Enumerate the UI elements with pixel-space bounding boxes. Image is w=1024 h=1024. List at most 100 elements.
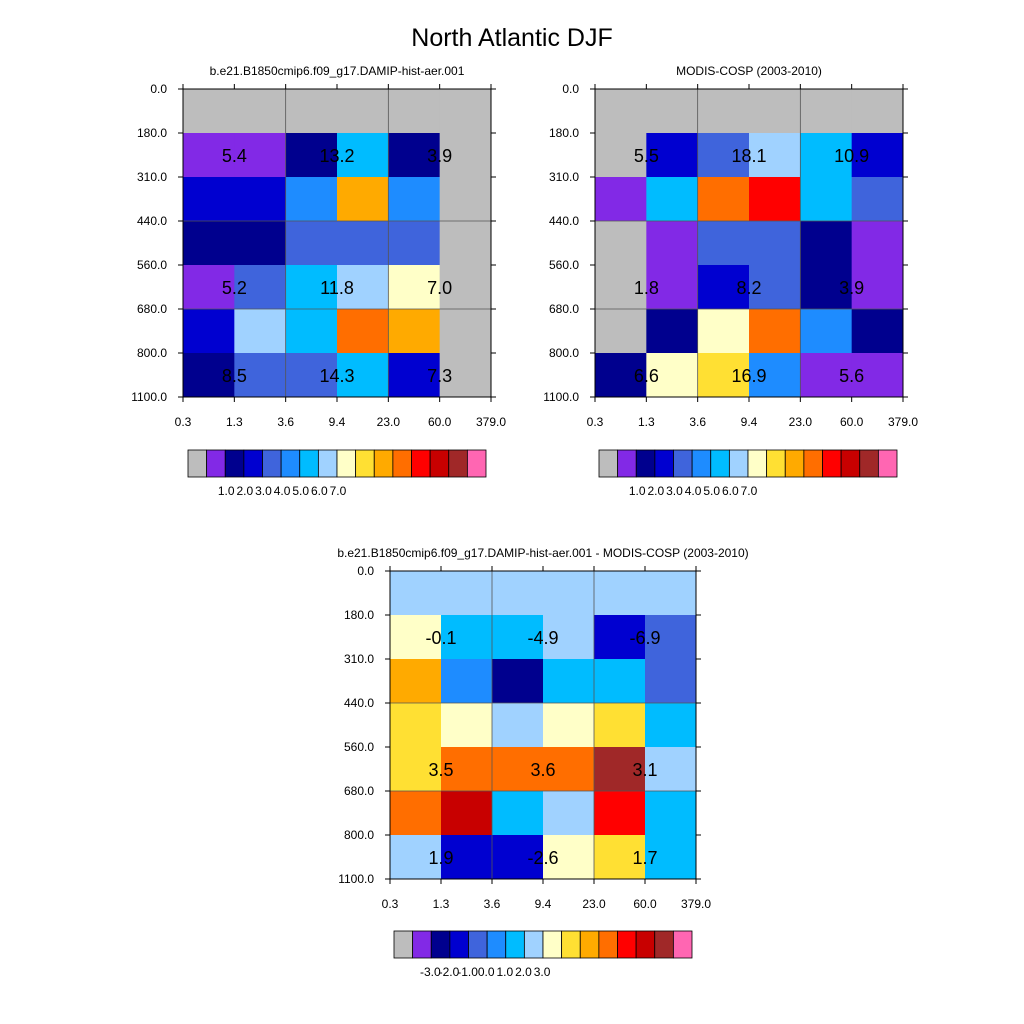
heatmap-cell <box>492 615 544 660</box>
y-tick-label: 1100.0 <box>131 390 167 404</box>
x-tick-label: 0.3 <box>175 415 192 429</box>
heatmap-cell <box>390 747 442 792</box>
data-label: 7.3 <box>427 366 452 386</box>
heatmap-cell <box>594 703 646 748</box>
heatmap-cell <box>183 177 235 222</box>
y-tick-label: 560.0 <box>344 740 374 754</box>
heatmap-cell <box>800 221 853 266</box>
colorbar-label: 2.0 <box>236 484 253 498</box>
colorbar-swatch <box>635 449 656 478</box>
colorbar-swatch <box>187 449 208 478</box>
data-label: 16.9 <box>731 366 766 386</box>
colorbar-swatch <box>468 930 488 959</box>
panels: b.e21.B1850cmip6.f09_g17.DAMIP-hist-aer.… <box>131 64 918 979</box>
heatmap-cell <box>234 133 287 178</box>
y-tick-label: 1100.0 <box>543 390 579 404</box>
colorbar-swatch <box>673 449 693 478</box>
colorbar-swatch <box>206 449 226 478</box>
heatmap-cell <box>697 265 750 310</box>
x-tick-label: 1.3 <box>226 415 243 429</box>
heatmap-cell <box>800 89 853 134</box>
x-tick-label: 60.0 <box>840 415 864 429</box>
colorbar-swatch <box>243 449 263 478</box>
colorbar-swatch <box>448 449 468 478</box>
heatmap-cell <box>337 309 389 354</box>
colorbar-label: 5.0 <box>703 484 720 498</box>
y-tick-label: 0.0 <box>150 82 167 96</box>
x-tick-label: 3.6 <box>484 897 501 911</box>
colorbar-swatch <box>224 449 245 478</box>
colorbar-label: 2.0 <box>647 484 664 498</box>
heatmap-cell <box>697 221 750 266</box>
colorbar-swatch <box>449 930 469 959</box>
heatmap-cell <box>594 835 646 880</box>
heatmap-panel: b.e21.B1850cmip6.f09_g17.DAMIP-hist-aer.… <box>337 546 748 979</box>
heatmap-cell <box>697 177 750 222</box>
heatmap-cell <box>234 265 287 310</box>
colorbar-label: 3.0 <box>666 484 683 498</box>
heatmap-cell <box>234 177 287 222</box>
heatmap-cell <box>595 221 647 266</box>
heatmap-panel: b.e21.B1850cmip6.f09_g17.DAMIP-hist-aer.… <box>131 64 506 498</box>
heatmap-cell <box>285 309 338 354</box>
y-tick-label: 800.0 <box>137 346 167 360</box>
heatmap-cell <box>543 791 595 836</box>
heatmap-cell <box>492 659 544 704</box>
heatmap-cell <box>441 571 493 616</box>
heatmap-cell <box>337 265 389 310</box>
heatmap-cell <box>492 835 544 880</box>
colorbar-swatch <box>466 449 487 478</box>
x-tick-label: 379.0 <box>476 415 506 429</box>
heatmap-cell <box>390 659 442 704</box>
colorbar-swatch <box>523 930 544 959</box>
heatmap-cell <box>594 659 646 704</box>
heatmap-panel: MODIS-COSP (2003-2010) 0.0 180.0 310.0 440.0… <box>543 64 918 498</box>
heatmap-cell <box>749 309 801 354</box>
colorbar: 1.0 2.0 3.0 4.0 5.0 6.0 7.0 <box>598 449 898 498</box>
heatmap-cell <box>697 89 750 134</box>
data-label: 5.4 <box>222 146 247 166</box>
colorbar-swatch <box>393 930 414 959</box>
heatmap-cell <box>800 133 853 178</box>
colorbar-swatch <box>429 449 450 478</box>
y-tick-label: 180.0 <box>549 126 579 140</box>
colorbar-swatch <box>579 930 600 959</box>
heatmap-cell <box>388 133 441 178</box>
heatmap-cell <box>390 571 442 616</box>
heatmap-cell <box>749 265 801 310</box>
heatmap-cell <box>749 221 801 266</box>
data-label: 5.5 <box>634 146 659 166</box>
heatmap-cell <box>441 747 493 792</box>
heatmap-cell <box>492 703 544 748</box>
heatmap-cell <box>441 791 493 836</box>
heatmap-cell <box>388 221 441 266</box>
heatmap-cell <box>439 221 492 266</box>
x-tick-label: 9.4 <box>329 415 346 429</box>
heatmap-cell <box>851 265 904 310</box>
heatmap-cell <box>645 659 697 704</box>
colorbar-swatch <box>505 930 525 959</box>
y-tick-label: 560.0 <box>549 258 579 272</box>
x-tick-label: 23.0 <box>789 415 813 429</box>
y-tick-label: 680.0 <box>344 784 374 798</box>
heatmap-cell <box>390 703 442 748</box>
colorbar-swatch <box>840 449 861 478</box>
data-label: 7.0 <box>427 278 452 298</box>
data-label: 3.1 <box>632 760 657 780</box>
heatmap-cell <box>851 133 904 178</box>
colorbar-swatch <box>747 449 768 478</box>
heatmap-cell <box>594 615 646 660</box>
colorbar-label: 0.0 <box>478 965 495 979</box>
colorbar-swatch <box>784 449 805 478</box>
heatmap-cell <box>749 353 801 398</box>
heatmap-cell <box>234 353 287 398</box>
heatmap-cell <box>492 747 544 792</box>
x-tick-label: 3.6 <box>689 415 706 429</box>
colorbar-label: -2.0 <box>439 965 460 979</box>
y-tick-label: 800.0 <box>549 346 579 360</box>
y-tick-label: 0.0 <box>357 564 374 578</box>
y-tick-label: 180.0 <box>137 126 167 140</box>
heatmap-cell <box>337 89 389 134</box>
heatmap-cell <box>749 177 801 222</box>
